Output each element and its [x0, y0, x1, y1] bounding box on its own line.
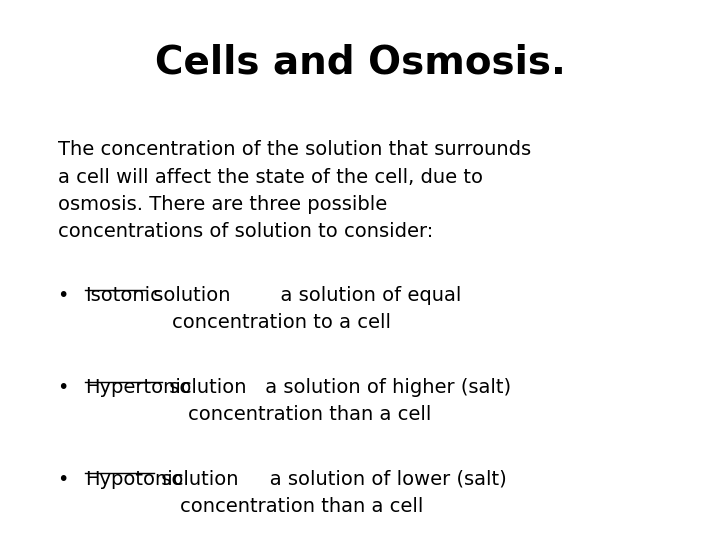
Text: •: • [58, 470, 69, 489]
Text: Isotonic: Isotonic [85, 286, 161, 305]
Text: solution        a solution of equal
    concentration to a cell: solution a solution of equal concentrati… [147, 286, 462, 333]
Text: •: • [58, 286, 69, 305]
Text: Cells and Osmosis.: Cells and Osmosis. [155, 43, 565, 81]
Text: The concentration of the solution that surrounds
a cell will affect the state of: The concentration of the solution that s… [58, 140, 531, 241]
Text: solution   a solution of higher (salt)
    concentration than a cell: solution a solution of higher (salt) con… [163, 378, 511, 424]
Text: •: • [58, 378, 69, 397]
Text: solution     a solution of lower (salt)
    concentration than a cell: solution a solution of lower (salt) conc… [155, 470, 507, 516]
Text: Hypertonic: Hypertonic [85, 378, 192, 397]
Text: Hypotonic: Hypotonic [85, 470, 184, 489]
